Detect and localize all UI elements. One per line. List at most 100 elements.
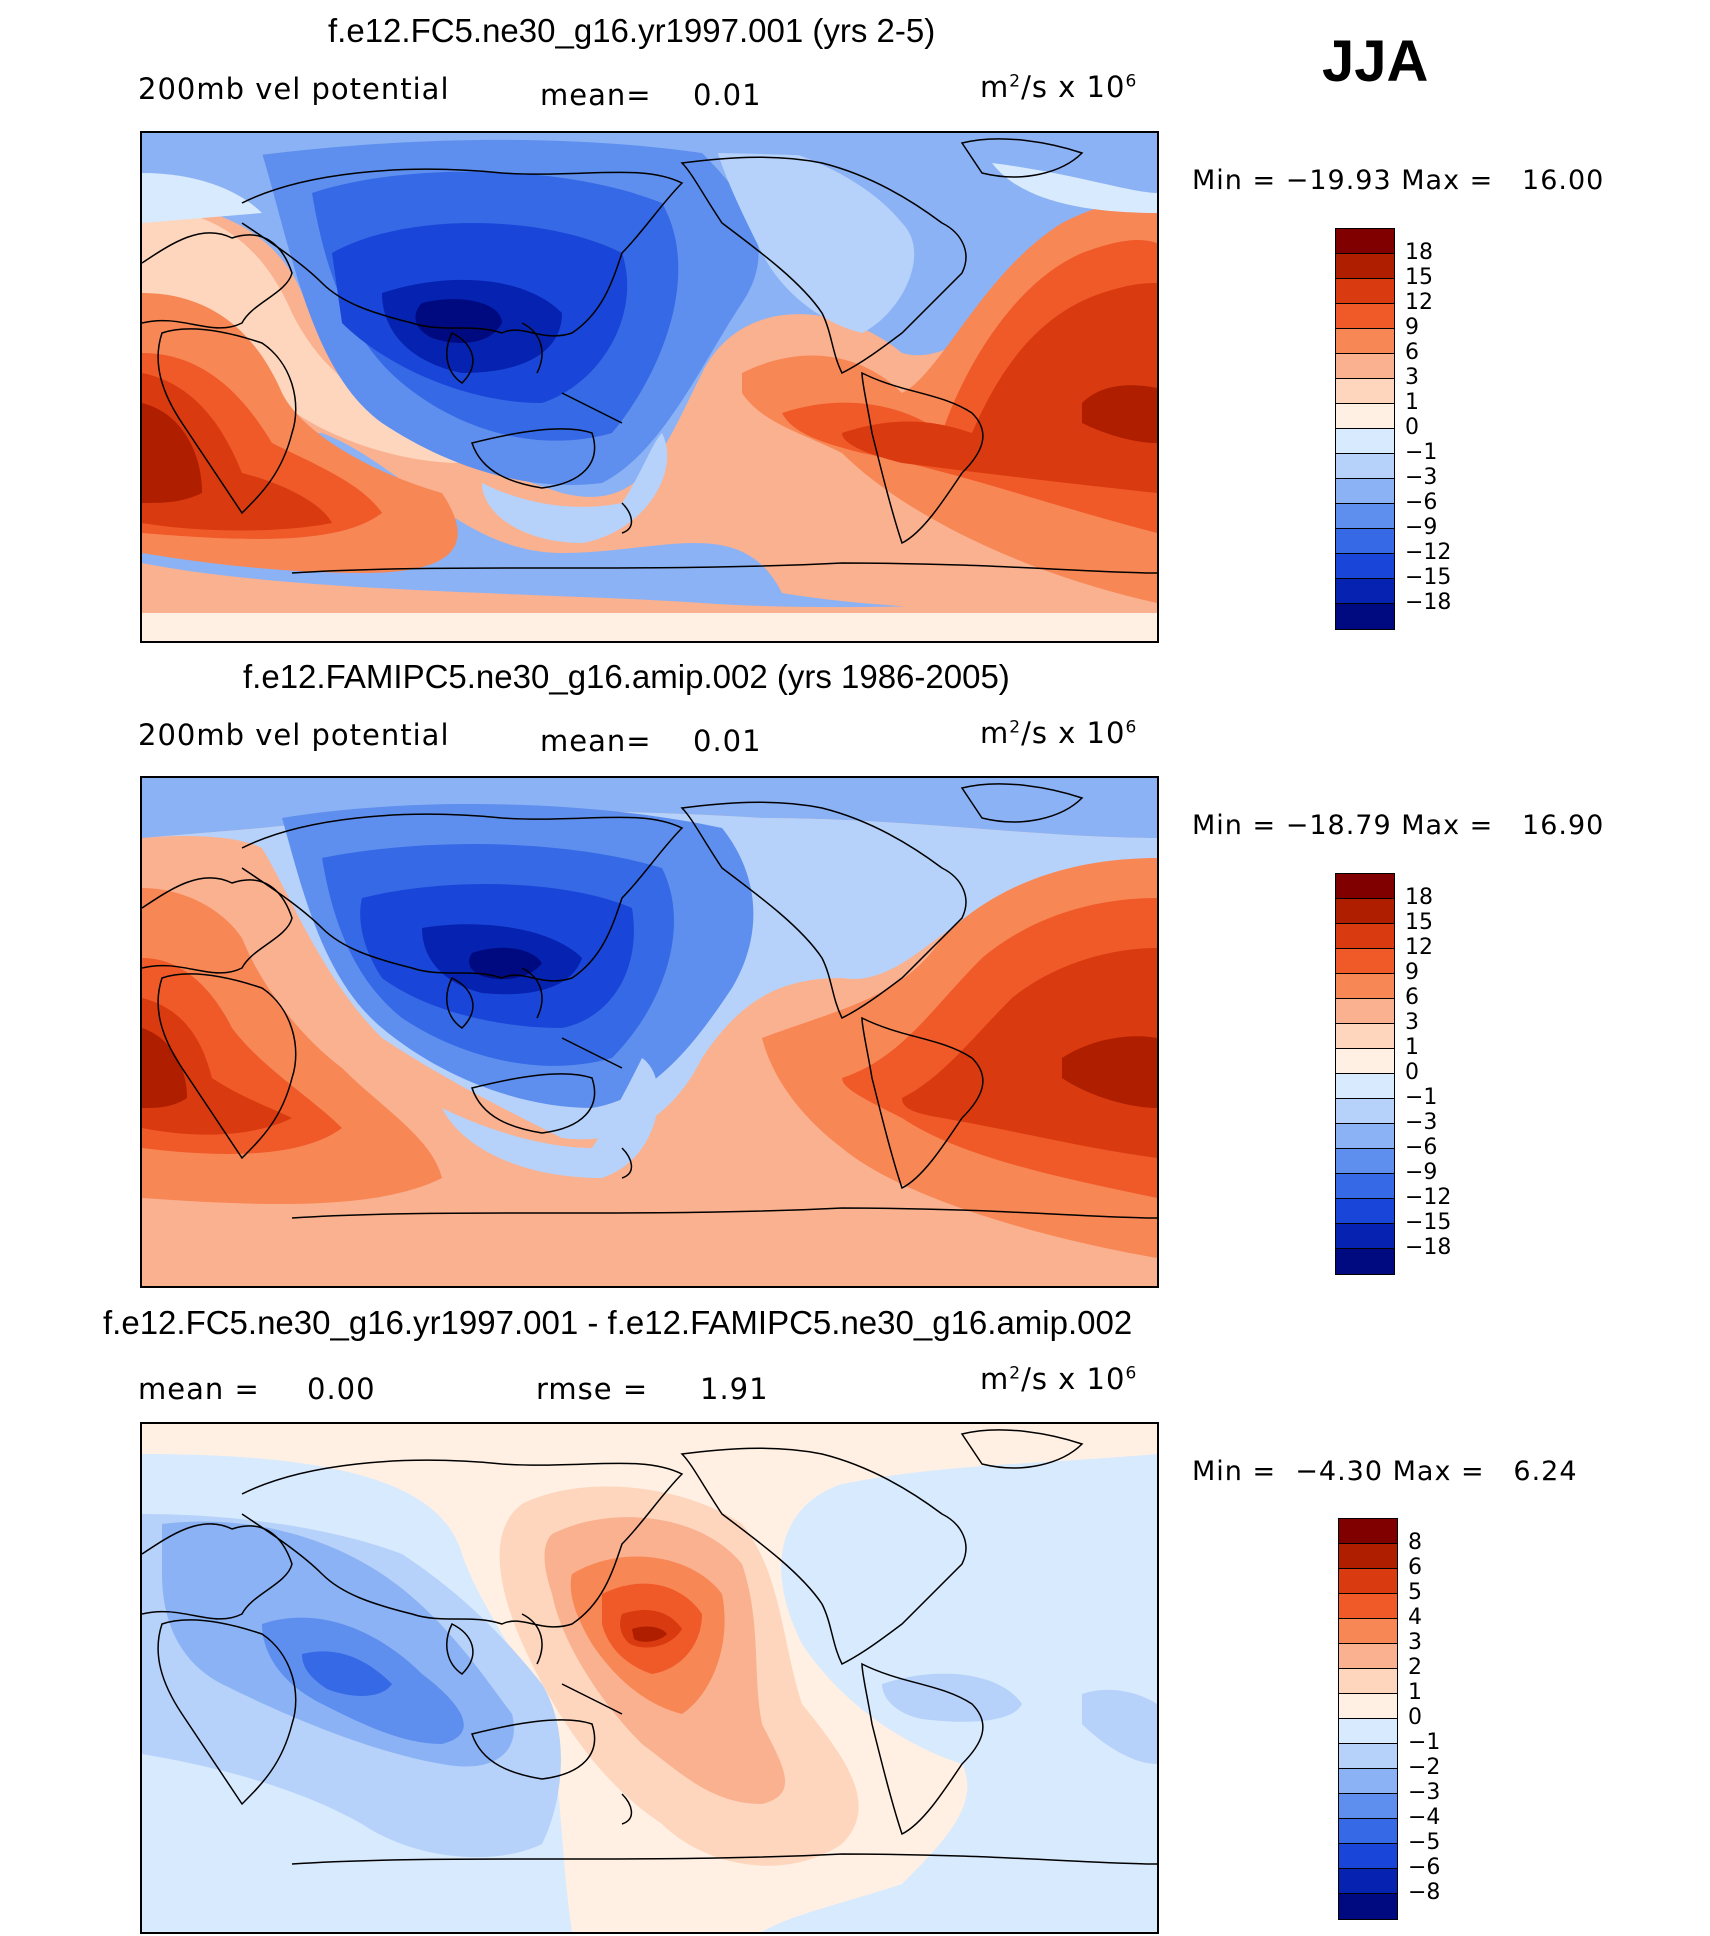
panel3-units: m2/s x 106 <box>980 1362 1138 1396</box>
colorbar-tick-label: −5 <box>1408 1830 1441 1855</box>
panel3-rmse-value: 1.91 <box>700 1372 769 1406</box>
colorbar-tick-label: 0 <box>1408 1705 1422 1730</box>
colorbar-tick-label: −3 <box>1408 1780 1441 1805</box>
colorbar-tick-label: −3 <box>1405 1110 1438 1135</box>
colorbar-tick-label: 9 <box>1405 315 1419 340</box>
colorbar-tick-label: 6 <box>1408 1555 1422 1580</box>
colorbar-swatch <box>1339 1669 1397 1694</box>
colorbar-swatch <box>1339 1594 1397 1619</box>
panel2-mean-value: 0.01 <box>693 724 762 758</box>
colorbar-swatch <box>1336 229 1394 254</box>
panel3-coastlines <box>142 1429 1157 1865</box>
colorbar-swatch <box>1336 1224 1394 1249</box>
colorbar-tick-label: −9 <box>1405 1160 1438 1185</box>
colorbar-swatch <box>1339 1894 1397 1919</box>
colorbar-tick-label: 6 <box>1405 340 1419 365</box>
colorbar-swatch <box>1336 949 1394 974</box>
panel1-title: f.e12.FC5.ne30_g16.yr1997.001 (yrs 2-5) <box>328 12 936 49</box>
colorbar-tick-label: −2 <box>1408 1755 1441 1780</box>
panel1-mean-value: 0.01 <box>693 78 762 112</box>
colorbar-tick-label: 12 <box>1405 935 1433 960</box>
colorbar-tick-label: −18 <box>1405 1235 1452 1260</box>
panel2-minmax: Min = −18.79 Max = 16.90 <box>1192 810 1605 841</box>
panel3-contours <box>142 1424 1157 1932</box>
panel3-title: f.e12.FC5.ne30_g16.yr1997.001 - f.e12.FA… <box>103 1304 1133 1341</box>
colorbar-swatch <box>1339 1519 1397 1544</box>
colorbar-tick-label: 15 <box>1405 265 1433 290</box>
colorbar-tick-label: 3 <box>1408 1630 1422 1655</box>
colorbar-swatch <box>1336 1024 1394 1049</box>
panel2-mean-label: mean= <box>540 724 652 758</box>
colorbar-tick-label: 12 <box>1405 290 1433 315</box>
colorbar-tick-label: −1 <box>1405 440 1438 465</box>
colorbar-swatches <box>1335 873 1395 1275</box>
panel2-coastlines <box>142 783 1157 1219</box>
colorbar-tick-label: −12 <box>1405 1185 1452 1210</box>
colorbar-swatch <box>1336 1124 1394 1149</box>
colorbar-tick-label: −3 <box>1405 465 1438 490</box>
colorbar-tick-label: 18 <box>1405 885 1433 910</box>
colorbar-tick-label: −4 <box>1408 1805 1441 1830</box>
colorbar-tick-label: −8 <box>1408 1880 1441 1905</box>
colorbar-tick-label: −18 <box>1405 590 1452 615</box>
colorbar-tick-label: 18 <box>1405 240 1433 265</box>
colorbar-swatch <box>1336 1174 1394 1199</box>
season-label: JJA <box>1322 29 1429 94</box>
colorbar-swatch <box>1336 1149 1394 1174</box>
colorbar-swatch <box>1336 974 1394 999</box>
colorbar-tick-label: 3 <box>1405 1010 1419 1035</box>
colorbar-swatches <box>1335 228 1395 630</box>
colorbar-tick-label: −15 <box>1405 565 1452 590</box>
colorbar-swatch <box>1336 254 1394 279</box>
panel3-minmax: Min = −4.30 Max = 6.24 <box>1192 1456 1578 1487</box>
colorbar-tick-label: 5 <box>1408 1580 1422 1605</box>
colorbar-swatch <box>1336 429 1394 454</box>
colorbar-swatch <box>1336 1249 1394 1274</box>
colorbar-swatch <box>1339 1544 1397 1569</box>
colorbar-swatch <box>1336 1074 1394 1099</box>
colorbar-swatch <box>1336 874 1394 899</box>
colorbar-tick-label: 8 <box>1408 1530 1422 1555</box>
colorbar-tick-label: −6 <box>1405 490 1438 515</box>
colorbar-tick-label: −15 <box>1405 1210 1452 1235</box>
colorbar-swatch <box>1336 924 1394 949</box>
colorbar-swatch <box>1336 404 1394 429</box>
colorbar-tick-label: 9 <box>1405 960 1419 985</box>
panel2-contours <box>142 778 1157 1286</box>
colorbar-swatch <box>1336 529 1394 554</box>
panel3-rmse-label: rmse = <box>536 1372 649 1406</box>
colorbar-swatch <box>1339 1769 1397 1794</box>
panel3-mean-value: 0.00 <box>307 1372 376 1406</box>
colorbar-swatch <box>1336 304 1394 329</box>
panel1-mean-label: mean= <box>540 78 652 112</box>
colorbar-swatch <box>1336 454 1394 479</box>
colorbar-swatch <box>1339 1794 1397 1819</box>
colorbar-swatch <box>1339 1744 1397 1769</box>
colorbar-swatch <box>1336 899 1394 924</box>
panel2-units: m2/s x 106 <box>980 716 1138 750</box>
colorbar-swatch <box>1336 379 1394 404</box>
colorbar-tick-label: 1 <box>1408 1680 1422 1705</box>
colorbar-swatch <box>1336 604 1394 629</box>
colorbar-tick-label: 6 <box>1405 985 1419 1010</box>
colorbar-swatch <box>1336 329 1394 354</box>
colorbar-swatch <box>1339 1719 1397 1744</box>
panel2-map <box>140 776 1159 1288</box>
colorbar-tick-label: 1 <box>1405 1035 1419 1060</box>
panel1-minmax: Min = −19.93 Max = 16.00 <box>1192 165 1605 196</box>
colorbar-swatch <box>1336 354 1394 379</box>
panel3-mean-label: mean = <box>138 1372 260 1406</box>
colorbar-swatch <box>1339 1869 1397 1894</box>
colorbar-swatch <box>1336 554 1394 579</box>
panel1-variable-label: 200mb vel potential <box>138 72 450 106</box>
colorbar-swatch <box>1336 999 1394 1024</box>
colorbar-swatch <box>1339 1694 1397 1719</box>
colorbar-swatch <box>1336 479 1394 504</box>
colorbar-tick-label: 2 <box>1408 1655 1422 1680</box>
colorbar-swatch <box>1336 579 1394 604</box>
colorbar-swatch <box>1339 1569 1397 1594</box>
colorbar-tick-label: 0 <box>1405 1060 1419 1085</box>
colorbar-swatch <box>1336 279 1394 304</box>
colorbar-tick-label: 1 <box>1405 390 1419 415</box>
panel1-map <box>140 131 1159 643</box>
